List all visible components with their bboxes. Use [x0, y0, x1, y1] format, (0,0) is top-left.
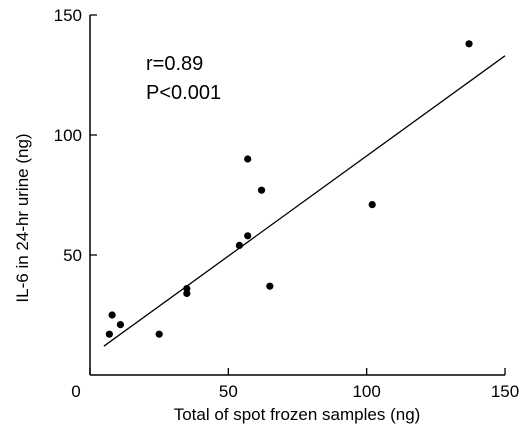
data-point: [368, 201, 376, 209]
data-point: [155, 330, 163, 338]
y-axis-title: IL-6 in 24-hr urine (ng): [13, 133, 32, 302]
y-tick-label: 50: [63, 246, 82, 265]
x-tick-label: 150: [491, 382, 519, 401]
x-tick-label: 0: [71, 382, 80, 401]
stat-p-value: P<0.001: [146, 82, 221, 104]
y-tick-label: 150: [54, 6, 82, 25]
data-points: [105, 40, 473, 338]
tick-labels: 0 50 100 150 50 100 150: [54, 6, 520, 401]
axes: [89, 15, 505, 376]
data-point: [108, 311, 116, 319]
stat-r-value: r=0.89: [146, 53, 203, 75]
data-point: [244, 155, 252, 163]
x-tick-label: 50: [219, 382, 238, 401]
data-point: [257, 186, 266, 194]
y-tick-label: 100: [54, 126, 82, 145]
ticks: [89, 14, 506, 375]
data-point: [235, 241, 243, 249]
x-tick-label: 100: [352, 382, 380, 401]
data-point: [116, 321, 125, 329]
data-point: [266, 282, 274, 290]
regression-line: [103, 55, 506, 347]
x-axis-title: Total of spot frozen samples (ng): [174, 405, 421, 424]
data-point: [105, 330, 113, 338]
data-point: [183, 285, 191, 293]
data-point: [244, 232, 252, 240]
data-point: [465, 40, 473, 48]
